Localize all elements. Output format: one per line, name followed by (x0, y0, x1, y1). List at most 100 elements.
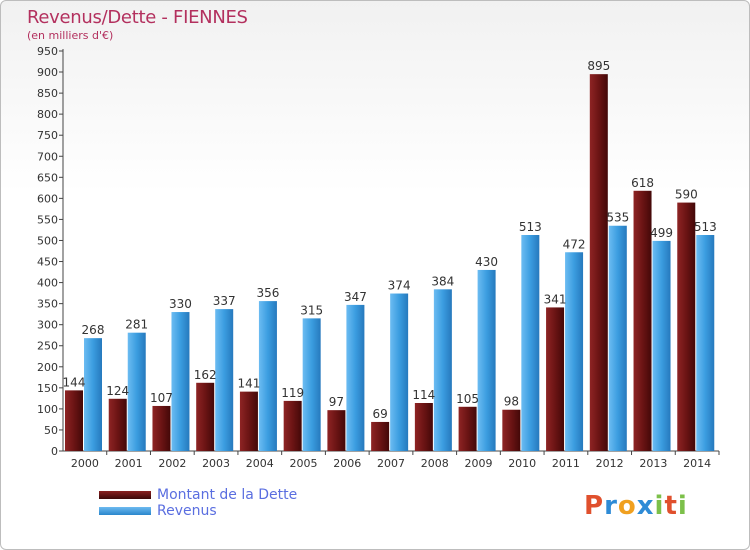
bar-revenus (84, 338, 102, 451)
data-label-dette: 618 (631, 176, 654, 190)
bar-dette (108, 398, 127, 451)
data-label-revenus: 281 (125, 318, 148, 332)
legend-swatch-dette (99, 491, 151, 499)
bar-dette (239, 391, 258, 451)
y-tick-label: 0 (51, 445, 58, 458)
logo-letter: i (677, 491, 688, 521)
y-tick-label: 900 (37, 66, 58, 79)
y-tick-label: 100 (37, 403, 58, 416)
bar-revenus (696, 235, 715, 451)
y-tick-label: 750 (37, 129, 58, 142)
bar-dette (65, 390, 83, 451)
data-label-revenus: 347 (344, 290, 367, 304)
data-label-dette: 69 (372, 407, 387, 421)
x-tick-label: 2000 (71, 457, 99, 470)
bar-dette (371, 421, 390, 451)
data-label-revenus: 499 (650, 226, 673, 240)
bar-revenus (390, 293, 409, 451)
y-tick-label: 600 (37, 192, 58, 205)
data-label-revenus: 535 (606, 211, 629, 225)
y-tick-label: 850 (37, 87, 58, 100)
legend: Montant de la Dette Revenus (99, 487, 297, 519)
data-label-dette: 98 (504, 395, 519, 409)
data-label-revenus: 315 (300, 303, 323, 317)
y-tick-label: 950 (37, 45, 58, 58)
y-tick-label: 400 (37, 277, 58, 290)
y-tick-label: 200 (37, 361, 58, 374)
x-tick-label: 2004 (246, 457, 274, 470)
data-label-dette: 341 (544, 292, 567, 306)
bar-dette (546, 307, 565, 451)
bar-revenus (258, 301, 277, 451)
y-tick-label: 500 (37, 234, 58, 247)
x-tick-label: 2001 (115, 457, 143, 470)
logo-letter: r (604, 491, 618, 521)
y-tick-label: 150 (37, 382, 58, 395)
x-tick-label: 2013 (639, 457, 667, 470)
data-label-dette: 105 (456, 392, 479, 406)
bar-revenus (608, 225, 627, 451)
bar-dette (502, 409, 521, 451)
y-tick-label: 50 (44, 424, 58, 437)
bar-dette (589, 74, 608, 451)
bar-revenus (652, 240, 671, 451)
data-label-dette: 119 (281, 386, 304, 400)
logo-letter: x (636, 491, 655, 521)
x-tick-label: 2005 (290, 457, 318, 470)
data-label-dette: 895 (587, 59, 610, 73)
x-tick-label: 2008 (421, 457, 449, 470)
data-label-dette: 107 (150, 391, 173, 405)
bar-dette (196, 382, 215, 451)
data-label-dette: 141 (237, 377, 260, 391)
data-label-dette: 162 (194, 368, 217, 382)
x-tick-label: 2002 (158, 457, 186, 470)
data-label-revenus: 337 (213, 294, 236, 308)
bar-dette (633, 190, 652, 451)
bar-dette (677, 202, 696, 451)
data-label-revenus: 513 (519, 220, 542, 234)
x-tick-label: 2011 (552, 457, 580, 470)
data-label-revenus: 513 (694, 220, 717, 234)
x-tick-label: 2012 (596, 457, 624, 470)
y-tick-label: 450 (37, 256, 58, 269)
y-tick-label: 350 (37, 298, 58, 311)
data-label-revenus: 356 (256, 286, 279, 300)
bar-revenus (477, 269, 496, 451)
data-label-dette: 144 (63, 375, 86, 389)
legend-label-dette: Montant de la Dette (157, 487, 298, 503)
y-tick-label: 250 (37, 340, 58, 353)
data-label-dette: 124 (106, 384, 129, 398)
y-tick-label: 650 (37, 171, 58, 184)
y-tick-label: 300 (37, 319, 58, 332)
bar-revenus (521, 235, 540, 451)
logo-letter: o (617, 491, 637, 521)
y-tick-label: 800 (37, 108, 58, 121)
bar-dette (152, 405, 171, 451)
bar-dette (414, 403, 433, 451)
logo-letter: t (664, 491, 678, 521)
data-label-revenus: 268 (82, 323, 105, 337)
legend-label-revenus: Revenus (157, 503, 217, 519)
x-tick-label: 2003 (202, 457, 230, 470)
legend-item-revenus: Revenus (99, 503, 297, 519)
chart-title: Revenus/Dette - FIENNES (27, 7, 248, 28)
data-label-revenus: 330 (169, 297, 192, 311)
data-label-revenus: 384 (431, 274, 454, 288)
y-tick-label: 550 (37, 213, 58, 226)
data-label-dette: 97 (329, 395, 344, 409)
logo-letter: i (654, 491, 665, 521)
data-label-revenus: 472 (563, 237, 586, 251)
x-tick-label: 2007 (377, 457, 405, 470)
y-tick-label: 700 (37, 150, 58, 163)
proxiti-logo: Proxiti (584, 491, 688, 521)
x-tick-label: 2006 (333, 457, 361, 470)
data-label-dette: 590 (675, 188, 698, 202)
bar-revenus (433, 289, 452, 451)
bar-dette (283, 400, 302, 451)
bar-revenus (565, 252, 584, 451)
bar-dette (327, 410, 346, 451)
chart-subtitle: (en milliers d'€) (27, 29, 114, 42)
legend-item-dette: Montant de la Dette (99, 487, 297, 503)
